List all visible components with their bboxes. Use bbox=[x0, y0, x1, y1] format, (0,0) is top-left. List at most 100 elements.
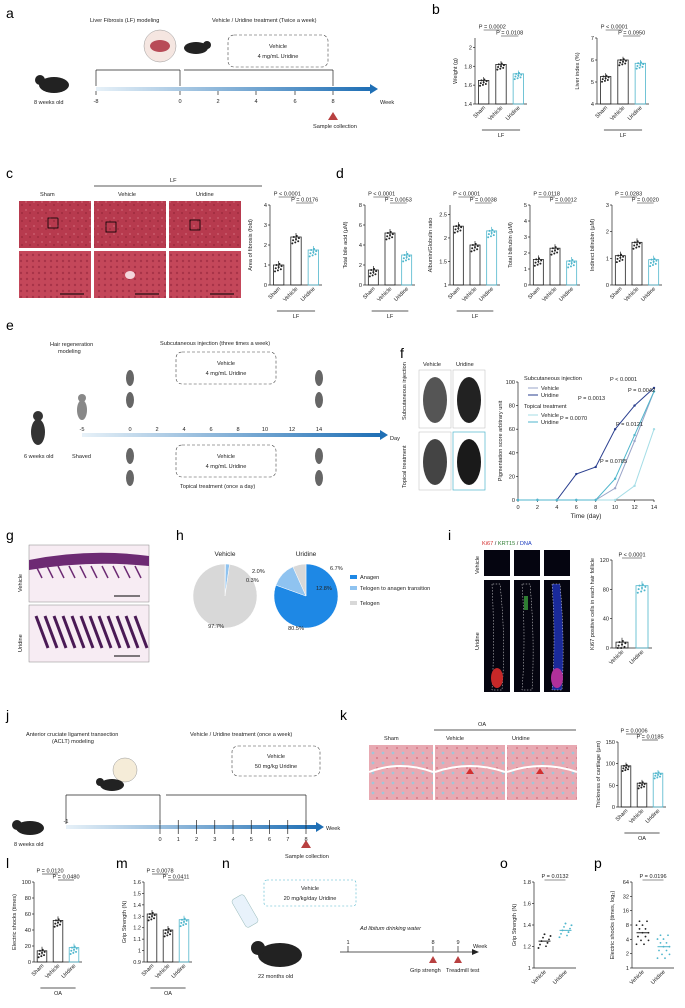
hair-follicle bbox=[57, 565, 65, 579]
y-axis-label: Grip Strength (N) bbox=[512, 904, 518, 947]
sample-triangle bbox=[328, 112, 338, 120]
subq-box bbox=[175, 351, 277, 385]
data-point bbox=[545, 945, 547, 948]
bar-vehicle bbox=[384, 232, 396, 286]
x-tick-label: Uridine bbox=[650, 969, 667, 986]
data-point bbox=[489, 235, 492, 238]
data-point bbox=[644, 928, 647, 930]
chart-d4: 0 1 2 3 Sham Vehicle Uridine Indirect bilirubin… bbox=[590, 192, 662, 303]
y-axis-label: Indirect bilirubin (µM) bbox=[590, 219, 596, 271]
data-point bbox=[182, 924, 185, 927]
vehicle-label: Vehicle bbox=[18, 574, 24, 592]
hair-follicle bbox=[106, 615, 122, 649]
mouse-icon bbox=[126, 448, 134, 464]
y-tick-label: 1.4 bbox=[133, 903, 141, 909]
sham-label: Sham bbox=[40, 192, 55, 198]
data-point bbox=[56, 924, 59, 927]
box-vehicle: Vehicle bbox=[267, 754, 285, 760]
series-point bbox=[613, 487, 617, 490]
vehicle-label: Vehicle bbox=[446, 736, 464, 742]
data-point bbox=[292, 239, 295, 242]
y-tick-label: 1.8 bbox=[523, 880, 531, 886]
data-point bbox=[275, 264, 278, 266]
if-image bbox=[484, 550, 510, 576]
data-point bbox=[573, 261, 576, 264]
y-tick-label: 1 bbox=[138, 949, 141, 955]
y-tick-label: 3 bbox=[264, 223, 267, 229]
x-tick-label: Vehicle bbox=[461, 286, 478, 303]
data-point bbox=[667, 934, 669, 937]
x-tick-label: Vehicle bbox=[629, 969, 646, 986]
mouse-icon bbox=[12, 820, 44, 835]
data-point bbox=[656, 957, 659, 960]
y-tick-label: 100 bbox=[506, 380, 515, 386]
data-point bbox=[566, 934, 568, 937]
mouse-icon bbox=[315, 392, 323, 408]
week-label: Week bbox=[326, 826, 340, 832]
timeline-tick-label: 0 bbox=[158, 837, 161, 843]
week-label: Week bbox=[473, 944, 487, 950]
data-point bbox=[150, 918, 153, 921]
data-point bbox=[641, 65, 644, 68]
legend-entry: Uridine bbox=[541, 420, 559, 426]
x-tick-label: Vehicle bbox=[609, 105, 626, 122]
uridine-label: Uridine bbox=[196, 192, 214, 198]
data-point bbox=[59, 920, 62, 923]
cartilage-image bbox=[369, 745, 433, 800]
data-point bbox=[292, 236, 295, 238]
data-point bbox=[280, 265, 283, 268]
x-tick-label: 0 bbox=[516, 505, 519, 511]
x-tick-label: Sham bbox=[472, 105, 487, 120]
data-point bbox=[405, 256, 408, 259]
series-point bbox=[613, 428, 617, 431]
data-point bbox=[639, 64, 642, 67]
data-point bbox=[638, 242, 641, 245]
y-tick-label: 2 bbox=[444, 236, 447, 242]
series-point bbox=[555, 498, 559, 502]
p-value: P < 0.0001 bbox=[453, 192, 480, 198]
data-point bbox=[569, 927, 571, 930]
p-value: P = 0.0013 bbox=[578, 396, 605, 402]
mouse-icon bbox=[35, 75, 69, 93]
data-point bbox=[40, 955, 43, 958]
x-tick-label: Uridine bbox=[629, 649, 646, 666]
mouse-icon bbox=[315, 470, 323, 486]
histology-zoom-image bbox=[19, 251, 91, 298]
data-point bbox=[621, 770, 624, 773]
data-point bbox=[641, 587, 643, 590]
data-point bbox=[185, 919, 188, 922]
data-point bbox=[664, 957, 666, 960]
treatment-box bbox=[263, 879, 357, 907]
timeline-tick-label: 8 bbox=[431, 940, 434, 946]
joint-space bbox=[506, 765, 578, 773]
panel-n: Vehicle 20 mg/kg/day Uridine 22 months o… bbox=[231, 879, 487, 980]
panel-letter-o: o bbox=[500, 855, 508, 871]
week-label: Week bbox=[380, 100, 394, 106]
knee-icon bbox=[112, 757, 138, 783]
data-point bbox=[550, 253, 553, 256]
data-point bbox=[633, 244, 636, 247]
x-tick-label: Uridine bbox=[171, 963, 188, 980]
hair-follicle bbox=[52, 615, 68, 649]
data-point bbox=[388, 237, 391, 240]
hair-follicle bbox=[101, 565, 109, 579]
data-point bbox=[659, 775, 662, 778]
y-tick-label: 0 bbox=[612, 805, 615, 811]
data-point bbox=[297, 237, 300, 240]
data-point bbox=[636, 240, 639, 243]
data-point bbox=[313, 247, 316, 250]
data-point bbox=[517, 74, 520, 77]
data-point bbox=[640, 939, 642, 942]
data-point bbox=[637, 588, 640, 591]
series-point bbox=[516, 498, 520, 502]
y-tick-label: 3 bbox=[524, 235, 527, 241]
data-point bbox=[402, 257, 405, 260]
data-point bbox=[551, 250, 554, 253]
x-axis-label: Time (day) bbox=[571, 513, 602, 520]
mouse-icons bbox=[126, 370, 323, 486]
x-tick-label: 6 bbox=[575, 505, 578, 511]
panel-c-images: LF Sham Vehicle Uridine bbox=[19, 178, 262, 298]
data-point bbox=[605, 74, 608, 77]
data-point bbox=[408, 255, 411, 258]
